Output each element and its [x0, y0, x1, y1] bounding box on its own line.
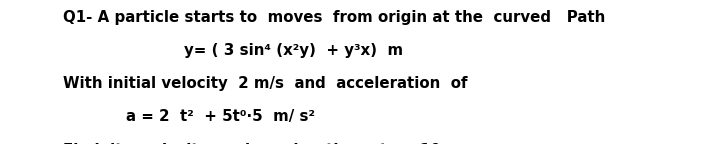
Text: With initial velocity  2 m/s  and  acceleration  of: With initial velocity 2 m/s and accelera… — [63, 76, 468, 91]
Text: Q1- A particle starts to  moves  from origin at the  curved   Path: Q1- A particle starts to moves from orig… — [63, 10, 606, 25]
Text: a = 2  t²  + 5t⁰·5  m/ s²: a = 2 t² + 5t⁰·5 m/ s² — [126, 109, 315, 124]
Text: y= ( 3 sin⁴ (x²y)  + y³x)  m: y= ( 3 sin⁴ (x²y) + y³x) m — [184, 43, 402, 58]
Text: Find  its  velocity  and acceleration  at x= 10 m.: Find its velocity and acceleration at x=… — [63, 143, 467, 144]
